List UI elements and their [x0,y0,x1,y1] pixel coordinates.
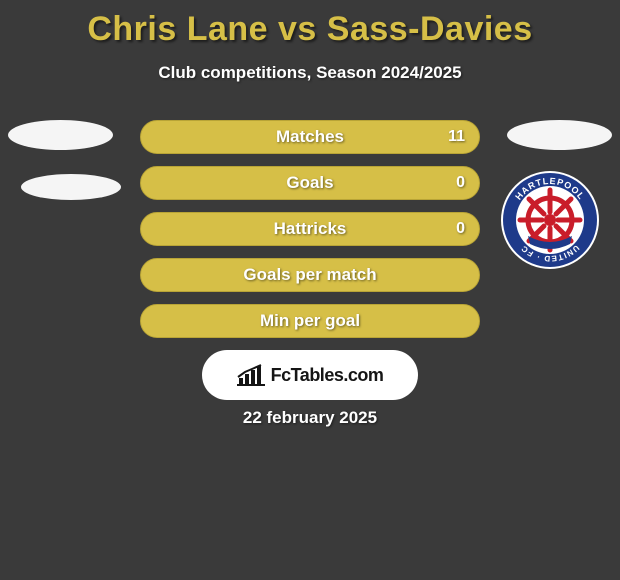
stat-row: Matches 11 [140,120,480,154]
stat-label: Goals [286,173,333,193]
stat-rows: Matches 11 Goals 0 Hattricks 0 Goals per match… [140,120,480,350]
club-crest-icon: HARTLEPOOL UNITED · FC [500,170,600,270]
stat-row: Hattricks 0 [140,212,480,246]
right-badge-placeholder [507,120,612,150]
brand-text: FcTables.com [271,365,384,386]
stat-label: Goals per match [243,265,376,285]
stat-row: Goals per match [140,258,480,292]
page-title: Chris Lane vs Sass-Davies [0,0,620,49]
stat-value-right: 0 [456,167,465,199]
left-badge-placeholder-2 [21,174,121,200]
stat-row: Goals 0 [140,166,480,200]
page-subtitle: Club competitions, Season 2024/2025 [0,63,620,83]
right-team-badges [507,120,612,150]
stat-label: Hattricks [274,219,347,239]
stat-label: Min per goal [260,311,360,331]
stat-value-right: 0 [456,213,465,245]
stat-value-right: 11 [448,121,465,153]
brand-chart-icon [237,364,265,386]
left-team-badges [8,120,121,224]
stat-label: Matches [276,127,344,147]
stat-row: Min per goal [140,304,480,338]
date-label: 22 february 2025 [0,408,620,428]
brand-badge: FcTables.com [202,350,418,400]
left-badge-placeholder-1 [8,120,113,150]
